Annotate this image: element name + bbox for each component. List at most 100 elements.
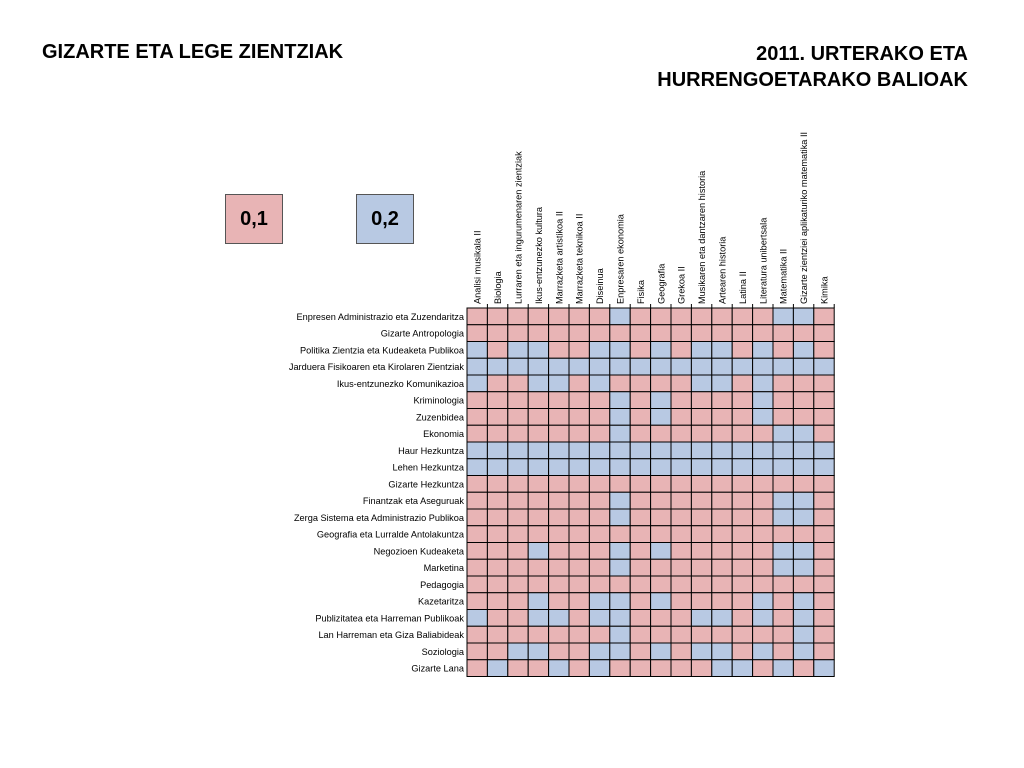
heatmap-cell: [466, 491, 488, 510]
heatmap-cell: [670, 408, 692, 426]
heatmap-cell: [548, 341, 570, 359]
heatmap-cell: [711, 642, 733, 661]
heatmap-cell: [670, 491, 692, 510]
heatmap-cell: [711, 357, 733, 376]
heatmap-cell: [629, 542, 652, 560]
heatmap-cell: [486, 508, 509, 527]
heatmap-cell: [711, 324, 733, 342]
heatmap-cell: [466, 424, 488, 443]
heatmap-cell: [752, 659, 774, 677]
heatmap-cell: [813, 341, 835, 359]
heatmap-cell: [588, 625, 611, 644]
heatmap-cell: [792, 642, 815, 661]
heatmap-cell: [792, 374, 815, 393]
column-label: Gizarte zientziei aplikaturiko matematik…: [799, 132, 809, 304]
heatmap-cell: [772, 558, 794, 577]
heatmap-cell: [629, 558, 652, 577]
column-label: Biologia: [493, 270, 503, 304]
heatmap-cell: [670, 575, 692, 594]
row-label: Zuzenbidea: [416, 412, 465, 422]
heatmap-cell: [711, 575, 733, 594]
heatmap-cell: [609, 357, 631, 376]
row-label: Marketina: [424, 563, 465, 573]
column-label: Artearen historia: [718, 236, 728, 304]
heatmap-cell: [507, 625, 529, 644]
heatmap-cell: [772, 525, 794, 543]
heatmap-cell: [670, 642, 692, 661]
row-label: Enpresen Administrazio eta Zuzendaritza: [296, 312, 464, 322]
heatmap-cell: [650, 408, 672, 426]
heatmap-cell: [813, 609, 835, 627]
heatmap-cell: [752, 558, 774, 577]
heatmap-cell: [527, 542, 550, 560]
heatmap-cell: [731, 625, 754, 644]
heatmap-cell: [772, 374, 794, 393]
heatmap-cell: [486, 575, 509, 594]
heatmap-cell: [650, 374, 672, 393]
heatmap-cell: [548, 508, 570, 527]
heatmap-cell: [690, 307, 713, 326]
heatmap-cell: [752, 609, 774, 627]
heatmap-cell: [548, 458, 570, 476]
heatmap-cell: [731, 575, 754, 594]
heatmap-cell: [792, 391, 815, 409]
heatmap-cell: [772, 592, 794, 610]
heatmap-cell: [548, 324, 570, 342]
heatmap-cell: [731, 458, 754, 476]
column-label: Ikus-entzunezko kultura: [534, 206, 544, 304]
heatmap-cell: [650, 324, 672, 342]
row-label: Ekonomia: [423, 429, 465, 439]
heatmap-cell: [527, 307, 550, 326]
heatmap-cell: [772, 341, 794, 359]
heatmap-cell: [792, 542, 815, 560]
heatmap-cell: [690, 424, 713, 443]
heatmap-cell: [588, 609, 611, 627]
heatmap-cell: [650, 558, 672, 577]
heatmap-cell: [813, 642, 835, 661]
heatmap-cell: [690, 458, 713, 476]
row-label: Jarduera Fisikoaren eta Kirolaren Zientz…: [289, 362, 465, 372]
heatmap-cell: [486, 374, 509, 393]
heatmap-cell: [548, 441, 570, 460]
heatmap-cell: [588, 542, 611, 560]
heatmap-cell: [568, 374, 590, 393]
heatmap-cell: [527, 575, 550, 594]
heatmap-cell: [792, 525, 815, 543]
heatmap-cell: [772, 458, 794, 476]
column-label: Enpresaren ekonomia: [616, 213, 626, 304]
heatmap-cell: [629, 441, 652, 460]
row-label: Pedagogia: [420, 580, 465, 590]
heatmap-cell: [792, 475, 815, 493]
heatmap-cell: [507, 575, 529, 594]
heatmap-cell: [609, 341, 631, 359]
heatmap-cell: [568, 357, 590, 376]
heatmap-cell: [486, 391, 509, 409]
heatmap-cell: [752, 542, 774, 560]
column-label: Grekoa II: [677, 266, 687, 304]
heatmap-cell: [486, 408, 509, 426]
heatmap-cell: [588, 357, 611, 376]
subtitle-line-2: HURRENGOETARAKO BALIOAK: [657, 69, 968, 91]
heatmap-cell: [792, 307, 815, 326]
heatmap-cell: [711, 542, 733, 560]
heatmap-cell: [609, 659, 631, 677]
heatmap-cell: [609, 525, 631, 543]
heatmap-cell: [772, 424, 794, 443]
heatmap-cell: [507, 592, 529, 610]
heatmap-cell: [629, 357, 652, 376]
heatmap-cell: [466, 625, 488, 644]
heatmap-cell: [486, 307, 509, 326]
heatmap-cell: [772, 609, 794, 627]
column-label: Latina II: [738, 271, 748, 304]
heatmap-cell: [670, 508, 692, 527]
heatmap-cell: [792, 575, 815, 594]
heatmap-cell: [792, 458, 815, 476]
heatmap-cell: [813, 307, 835, 326]
heatmap-cell: [670, 525, 692, 543]
heatmap-cell: [813, 525, 835, 543]
heatmap-cell: [670, 307, 692, 326]
heatmap-cell: [588, 374, 611, 393]
heatmap-cell: [711, 441, 733, 460]
heatmap-cell: [548, 592, 570, 610]
heatmap-cell: [568, 324, 590, 342]
